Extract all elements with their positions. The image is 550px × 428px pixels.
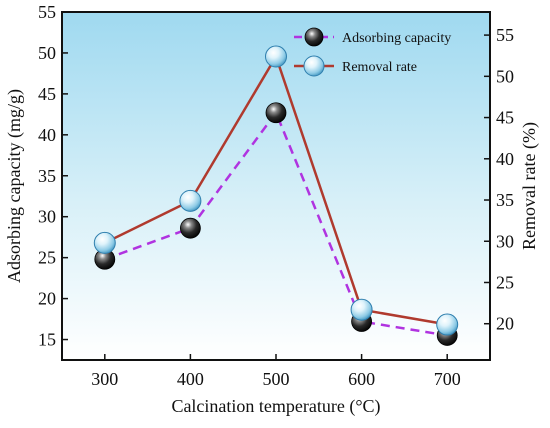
y-tick-label: 20 [38,289,56,309]
series-markers [93,45,459,346]
y2-tick-label: 35 [496,190,514,210]
y2-tick-label: 20 [496,314,514,334]
y-tick-label: 50 [38,43,56,63]
plot-background [62,12,490,360]
x-tick-label: 700 [434,369,461,389]
removal-rate-point [436,313,459,336]
legend-swatch-adsorbing-marker [304,27,324,47]
x-tick-label: 600 [348,369,375,389]
x-tick-label: 500 [263,369,290,389]
plot-frame [61,11,491,361]
y-tick-label: 25 [38,248,56,268]
y2-tick-label: 25 [496,272,514,292]
y-tick-label: 35 [38,166,56,186]
legend-swatch-removal-marker [303,55,325,77]
y2-tick-label: 30 [496,231,514,251]
removal-rate-point [265,45,287,68]
adsorbing-capacity-point [179,217,201,239]
y2-tick-label: 45 [496,108,514,128]
removal-rate-point [93,231,116,254]
y-tick-label: 30 [38,207,56,227]
removal-rate-point [350,298,373,321]
adsorbing-capacity-point [265,102,287,124]
legend-label-removal: Removal rate [342,60,417,75]
y-tick-label: 55 [38,2,56,22]
y-ticks: 15 20 25 30 35 40 45 50 55 [38,2,68,350]
removal-rate-point [179,189,202,212]
legend-label-adsorbing: Adsorbing capacity [342,31,451,46]
y2-tick-label: 50 [496,66,514,86]
series-line-adsorbing-capacity [104,111,448,337]
x-ticks: 300 400 500 600 700 [91,354,461,389]
legend: Adsorbing capacity Removal rate [294,27,451,77]
y2-ticks: 20 25 30 35 40 45 50 55 [484,25,514,334]
y2-tick-label: 40 [496,149,514,169]
y-axis-title: Adsorbing capacity (mg/g) [4,89,25,283]
x-axis-title: Calcination temperature (°C) [171,396,380,417]
x-tick-label: 300 [91,369,118,389]
y2-axis-title: Removal rate (%) [519,122,540,250]
y2-tick-label: 55 [496,25,514,45]
y-tick-label: 45 [38,84,56,104]
x-tick-label: 400 [177,369,204,389]
y-tick-label: 40 [38,125,56,145]
y-tick-label: 15 [38,330,56,350]
